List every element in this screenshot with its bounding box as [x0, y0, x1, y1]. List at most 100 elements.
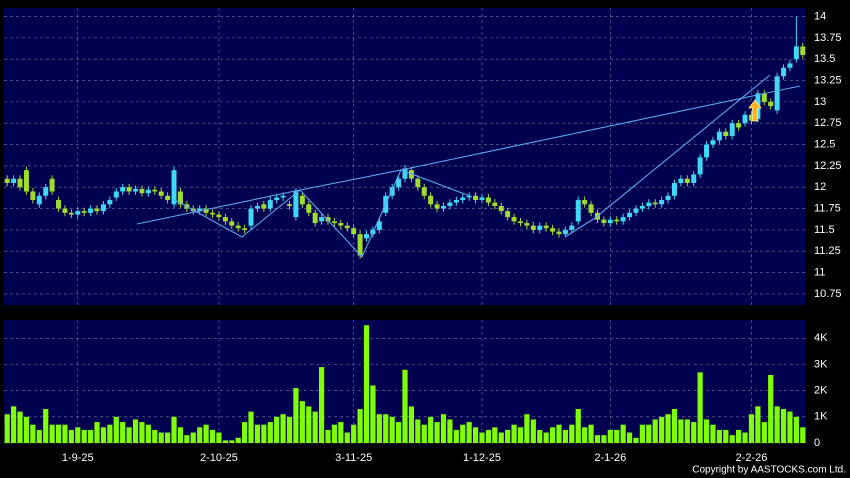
volume-bar [120, 422, 126, 443]
volume-bar [761, 422, 767, 443]
candle-body [331, 221, 337, 224]
candle-body [376, 221, 382, 230]
volume-bar [197, 427, 203, 443]
volume-bar [177, 427, 184, 443]
price-panel [4, 8, 806, 305]
candle-body [293, 191, 299, 218]
volume-bar [408, 406, 415, 443]
volume-bar [755, 406, 761, 443]
volume-bar [774, 406, 780, 443]
candle-body [582, 200, 588, 205]
candle-body [473, 195, 479, 201]
candle-body [242, 228, 248, 230]
y-tick-label: 1K [814, 411, 828, 423]
volume-bar [723, 429, 729, 443]
candle-body [11, 178, 17, 183]
candle-body [614, 219, 620, 222]
candle-body [774, 76, 780, 111]
candle-body [299, 195, 305, 205]
candle-body [165, 195, 171, 201]
volume-bar [30, 424, 36, 443]
y-tick-label: 13.25 [814, 74, 842, 86]
volume-bar [107, 424, 113, 443]
candle-body [88, 208, 94, 213]
signal-arrow [748, 99, 762, 122]
candle-body [787, 63, 793, 68]
candle-body [601, 219, 607, 224]
candle-body [652, 202, 658, 205]
volume-bar [299, 401, 305, 443]
volume-bar [318, 367, 325, 443]
y-tick-label: 0 [814, 437, 820, 449]
volume-bar [562, 429, 568, 443]
volume-bar [209, 429, 216, 443]
candle-body [145, 189, 151, 194]
candle-body [325, 217, 331, 222]
candle-body [537, 225, 543, 230]
volume-bar [626, 432, 633, 443]
volume-bar [543, 432, 549, 443]
candle-body [620, 217, 626, 222]
candle-body [633, 208, 639, 213]
candle-body [139, 188, 145, 194]
volume-bar [222, 440, 228, 443]
candle-body [158, 191, 164, 196]
volume-bar [594, 435, 601, 443]
y-tick-label: 11.25 [814, 245, 841, 257]
y-tick-label: 11 [814, 266, 825, 278]
candle-body [107, 200, 113, 205]
y-tick-label: 4K [814, 332, 828, 344]
x-tick-label: 2-1-26 [594, 452, 626, 464]
volume-bar [402, 369, 408, 443]
volume-bar [588, 424, 594, 443]
volume-bar [274, 416, 280, 443]
candle-body [222, 217, 228, 222]
volume-bar [768, 374, 774, 443]
candle-body [312, 212, 318, 224]
candle-body [248, 208, 254, 226]
volume-bar [351, 424, 357, 443]
volume-bar [569, 424, 575, 443]
candle-body [793, 46, 799, 60]
zigzag-line [174, 169, 471, 258]
volume-bar [787, 411, 793, 443]
volume-bar [235, 437, 241, 443]
candle-body [261, 204, 267, 209]
volume-bar [248, 411, 254, 443]
volume-bar [472, 427, 479, 443]
volume-bar [389, 416, 395, 443]
volume-bar [466, 422, 472, 443]
volume-bar [524, 414, 530, 443]
volume-bar [203, 424, 209, 443]
volume-bar [665, 414, 671, 443]
volume-bar [62, 424, 68, 443]
candle-body [30, 191, 36, 201]
candle-body [479, 197, 485, 201]
candle-body [229, 221, 235, 226]
volume-bar [607, 429, 613, 443]
candle-body [280, 195, 286, 198]
y-tick-label: 11.5 [814, 224, 835, 236]
candle-body [235, 225, 241, 229]
candle-body [415, 178, 421, 188]
volume-bar [286, 416, 293, 443]
candle-body [4, 178, 10, 183]
candle-body [460, 197, 466, 201]
y-tick-label: 11.75 [814, 202, 841, 214]
volume-bar [145, 424, 151, 443]
candle-body [126, 187, 132, 192]
candle-body [171, 170, 177, 205]
volume-bar [261, 424, 267, 443]
candle-body [428, 195, 434, 205]
volume-bar [17, 411, 23, 443]
candle-body [761, 93, 767, 102]
y-tick-label: 3K [814, 358, 828, 370]
volume-bar [453, 429, 459, 443]
candle-body [402, 168, 408, 179]
volume-bar [190, 432, 196, 443]
candle-body [210, 212, 216, 215]
volume-bar [280, 414, 286, 443]
candle-body [691, 174, 697, 183]
volume-bar [729, 435, 735, 443]
volume-bar [678, 419, 684, 443]
